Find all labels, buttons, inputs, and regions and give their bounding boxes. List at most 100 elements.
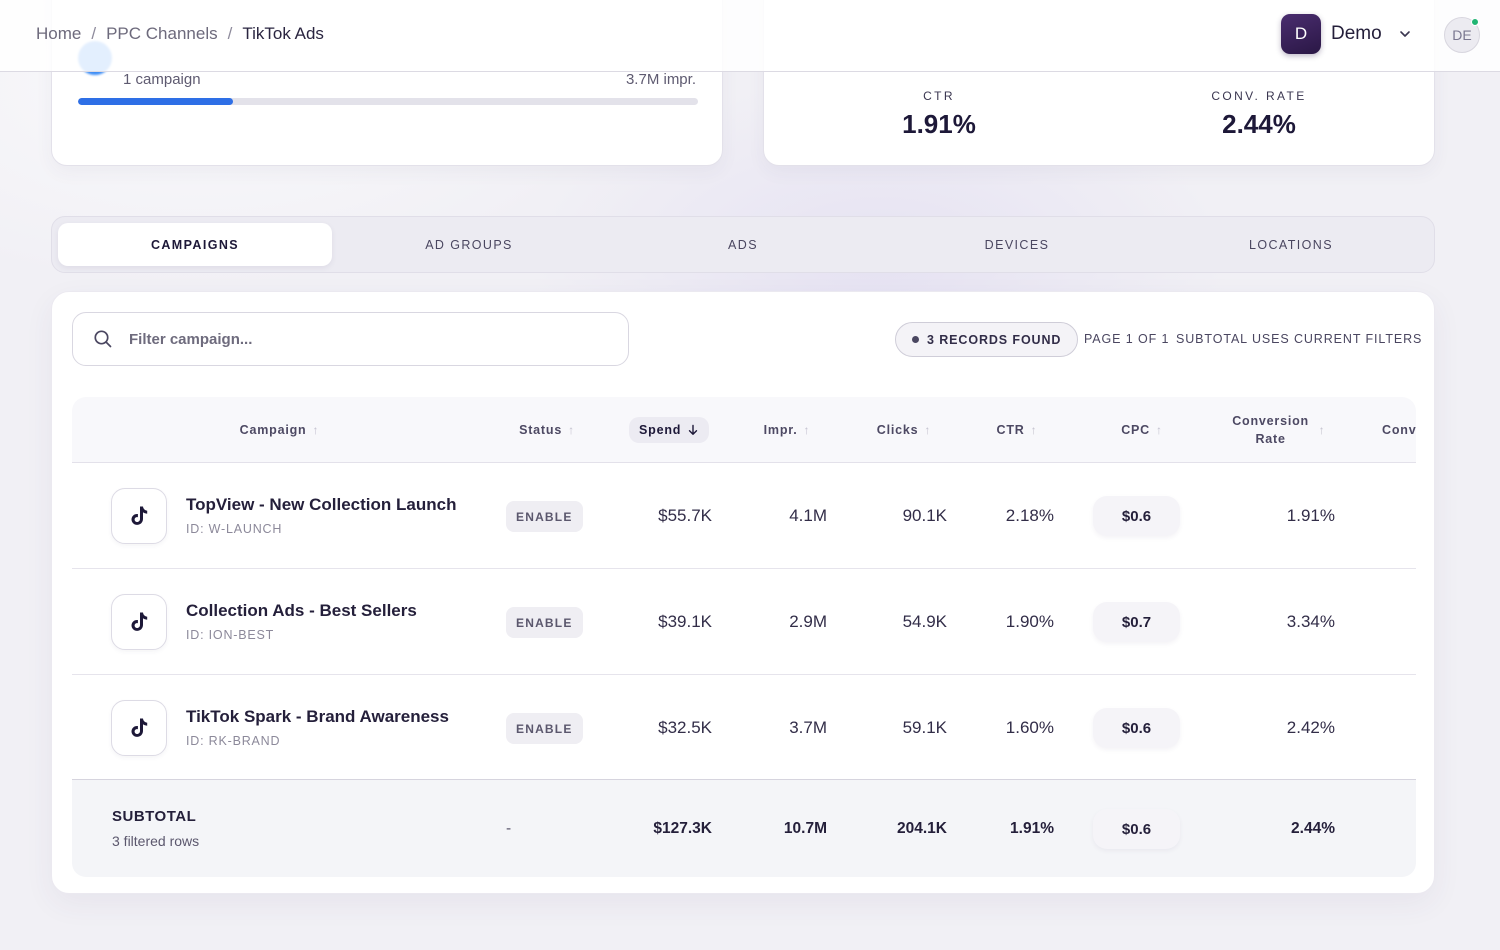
clicks-value: 54.9K <box>902 612 947 631</box>
cpc-value: $0.7 <box>1093 602 1180 642</box>
impressions-count: 3.7M impr. <box>625 71 696 88</box>
org-switcher[interactable]: D Demo <box>1281 14 1412 54</box>
search-box <box>72 312 629 366</box>
column-label: CTR <box>996 423 1025 437</box>
column-label: Clicks <box>876 423 919 437</box>
conversion-rate-value: 1.91% <box>1286 506 1335 525</box>
breadcrumb-current: TikTok Ads <box>242 24 324 43</box>
campaigns-panel: 3 RECORDS FOUND PAGE 1 OF 1 SUBTOTAL USE… <box>51 291 1435 894</box>
user-initials: DE <box>1452 27 1472 43</box>
table-header: Campaign ↑ Status ↑ Spend Impr. ↑ Clicks ↑ C… <box>72 397 1416 463</box>
chevron-down-icon <box>1399 31 1410 37</box>
tab-ad-groups[interactable]: AD GROUPS <box>425 237 513 252</box>
kpi-ctr-value: 1.91% <box>902 109 976 139</box>
column-header-cpc[interactable]: CPC ↑ <box>1107 397 1177 463</box>
ctr-value: 2.18% <box>1005 506 1054 525</box>
share-progress-fill <box>78 98 233 105</box>
subtotal-label: SUBTOTAL <box>112 808 197 825</box>
status-badge: ENABLE <box>506 713 583 744</box>
column-label: Impr. <box>763 423 798 437</box>
kpi-conv-rate: CONV. RATE 2.44% <box>1159 89 1359 140</box>
column-label: Conv <box>1382 423 1416 437</box>
search-icon <box>94 330 112 348</box>
campaign-id: ID: W-LAUNCH <box>186 522 283 536</box>
table-row[interactable]: TikTok Spark - Brand Awareness ID: RK-BR… <box>72 675 1416 781</box>
campaigns-table: Campaign ↑ Status ↑ Spend Impr. ↑ Clicks ↑ C… <box>72 397 1416 877</box>
column-header-conversion-rate[interactable]: Conversion Rate ↑ <box>1222 397 1332 463</box>
breadcrumb-home[interactable]: Home <box>36 24 82 43</box>
column-label: CPC <box>1121 423 1150 437</box>
tab-ads[interactable]: ADS <box>728 237 758 252</box>
campaign-name-link[interactable]: Collection Ads - Best Sellers <box>186 601 417 620</box>
column-header-impr[interactable]: Impr. ↑ <box>747 397 827 463</box>
subtotal-spend: $127.3K <box>653 820 712 837</box>
campaign-id: ID: RK-BRAND <box>186 734 281 748</box>
kpi-ctr-label: CTR <box>923 89 955 103</box>
kpi-conv-value: 2.44% <box>1222 109 1296 139</box>
column-header-campaign[interactable]: Campaign ↑ <box>212 397 347 463</box>
column-header-clicks[interactable]: Clicks ↑ <box>864 397 944 463</box>
spend-value: $39.1K <box>658 612 712 631</box>
subtotal-conversion-rate: 2.44% <box>1291 820 1335 837</box>
breadcrumb: Home / PPC Channels / TikTok Ads <box>36 24 324 44</box>
table-row[interactable]: Collection Ads - Best Sellers ID: ION-BE… <box>72 569 1416 675</box>
campaign-name-link[interactable]: TikTok Spark - Brand Awareness <box>186 707 449 726</box>
sort-arrow-icon: ↑ <box>312 423 320 437</box>
column-label: Conversion Rate <box>1232 414 1309 446</box>
campaign-id: ID: ION-BEST <box>186 628 275 642</box>
user-avatar[interactable]: DE <box>1444 17 1480 53</box>
sort-arrow-icon: ↑ <box>1155 423 1163 437</box>
cpc-value: $0.6 <box>1093 496 1180 536</box>
share-progress-bar <box>78 98 698 105</box>
presence-indicator <box>1471 18 1479 26</box>
breadcrumb-ppc-channels[interactable]: PPC Channels <box>106 24 218 43</box>
column-label: Status <box>519 423 563 437</box>
subtotal-impr: 10.7M <box>783 820 827 837</box>
breadcrumb-separator: / <box>91 24 97 43</box>
column-label: Spend <box>639 423 682 437</box>
campaign-name-link[interactable]: TopView - New Collection Launch <box>186 495 457 514</box>
subtotal-clicks: 204.1K <box>897 820 947 837</box>
subtotal-note: SUBTOTAL USES CURRENT FILTERS <box>1176 332 1423 346</box>
page-info: PAGE 1 OF 1 <box>1084 332 1170 346</box>
status-badge: ENABLE <box>506 607 583 638</box>
search-input[interactable] <box>129 330 529 348</box>
column-header-spend[interactable]: Spend <box>629 417 710 443</box>
column-label: Campaign <box>239 423 307 437</box>
tab-devices[interactable]: DEVICES <box>984 237 1050 252</box>
column-header-status[interactable]: Status ↑ <box>507 397 587 463</box>
tab-campaigns[interactable]: CAMPAIGNS <box>58 223 332 266</box>
campaign-count: 1 campaign <box>123 71 201 88</box>
ctr-value: 1.90% <box>1005 612 1054 631</box>
sort-arrow-icon <box>689 424 698 435</box>
sort-arrow-icon: ↑ <box>1318 423 1326 437</box>
column-header-ctr[interactable]: CTR ↑ <box>982 397 1052 463</box>
tiktok-icon <box>111 700 167 756</box>
tab-locations[interactable]: LOCATIONS <box>1249 237 1333 252</box>
conversion-rate-value: 2.42% <box>1286 718 1335 737</box>
column-header-conv[interactable]: Conv <box>1382 397 1416 463</box>
subtotal-cpc: $0.6 <box>1093 809 1180 849</box>
impr-value: 2.9M <box>789 612 827 631</box>
spend-value: $32.5K <box>658 718 712 737</box>
table-row[interactable]: TopView - New Collection Launch ID: W-LA… <box>72 463 1416 569</box>
org-name: Demo <box>1331 23 1382 44</box>
sort-arrow-icon: ↑ <box>568 423 575 437</box>
impr-value: 4.1M <box>789 506 827 525</box>
subtotal-rows-note: 3 filtered rows <box>112 833 200 849</box>
sort-arrow-icon: ↑ <box>803 423 811 437</box>
org-avatar: D <box>1281 14 1321 54</box>
conversion-rate-value: 3.34% <box>1286 612 1335 631</box>
subtotal-ctr: 1.91% <box>1010 820 1054 837</box>
subtotal-status: - <box>506 820 512 837</box>
ctr-value: 1.60% <box>1005 718 1054 737</box>
sort-arrow-icon: ↑ <box>924 423 932 437</box>
tab-bar: CAMPAIGNS AD GROUPS ADS DEVICES LOCATION… <box>51 216 1435 273</box>
cpc-value: $0.6 <box>1093 708 1180 748</box>
kpi-ctr: CTR 1.91% <box>839 89 1039 140</box>
tiktok-icon <box>111 594 167 650</box>
top-bar: Home / PPC Channels / TikTok Ads D Demo … <box>0 0 1500 72</box>
clicks-value: 59.1K <box>902 718 947 737</box>
impr-value: 3.7M <box>789 718 827 737</box>
spend-value: $55.7K <box>658 506 712 525</box>
